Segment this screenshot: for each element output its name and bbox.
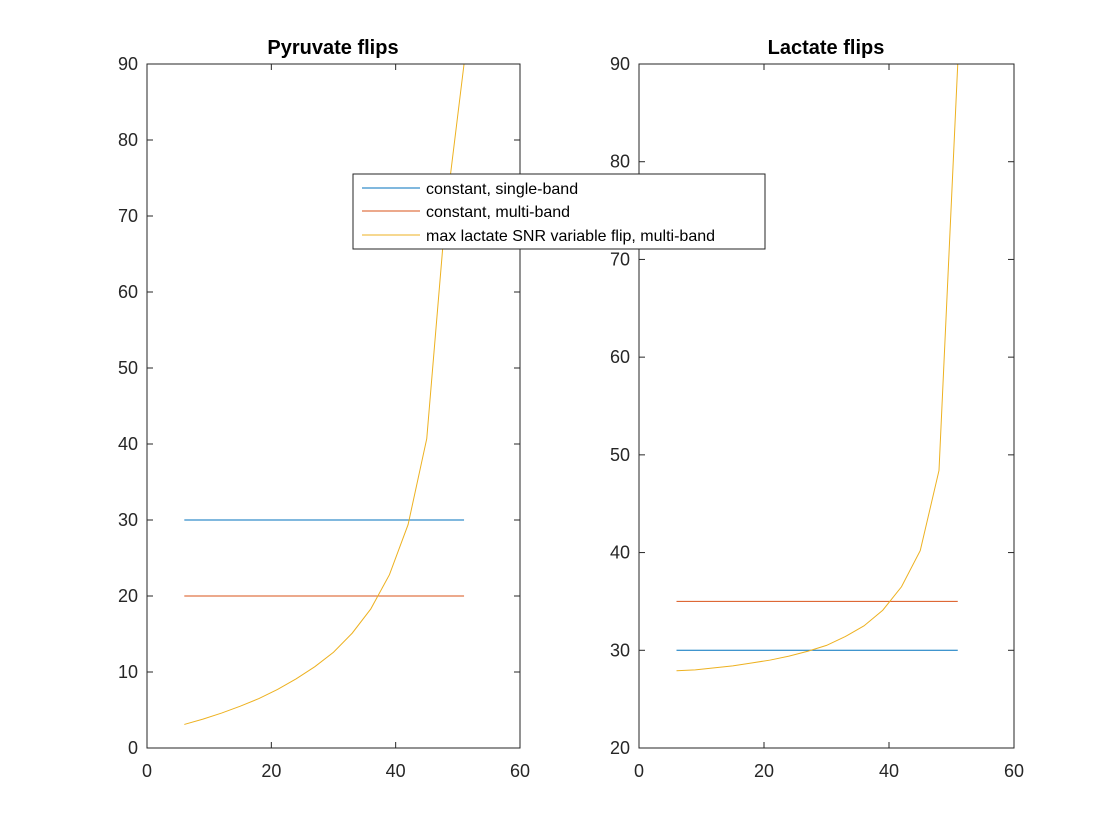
x-tick-label: 20 [261, 761, 281, 781]
x-tick-label: 40 [386, 761, 406, 781]
y-tick-label: 90 [610, 54, 630, 74]
legend-entry: constant, single-band [362, 181, 578, 198]
axes-box [638, 63, 1015, 749]
y-tick-label: 60 [610, 347, 630, 367]
x-tick-label: 60 [510, 761, 530, 781]
ticks-layer: 0 20 40 60 0 10 20 30 40 50 60 70 80 90 [118, 54, 530, 781]
y-tick-label: 10 [118, 662, 138, 682]
y-tick-label: 50 [118, 358, 138, 378]
legend-label: constant, multi-band [426, 204, 570, 221]
y-tick-label: 30 [118, 510, 138, 530]
series-layer [184, 64, 465, 725]
legend-entry: constant, multi-band [362, 204, 570, 221]
axes-pyruvate: Pyruvate flips 0 20 40 60 0 10 20 30 40 50 60 70 80 9… [118, 37, 530, 781]
y-tick-label: 60 [118, 282, 138, 302]
y-tick-label: 30 [610, 640, 630, 660]
legend-label: max lactate SNR variable flip, multi-ban… [426, 228, 715, 245]
legend: constant, single-band constant, multi-ba… [352, 173, 766, 250]
y-tick-label: 80 [610, 152, 630, 172]
axes-box [146, 63, 521, 749]
chart-title: Pyruvate flips [267, 37, 398, 59]
y-tick-label: 20 [118, 586, 138, 606]
y-tick-label: 20 [610, 738, 630, 758]
series-line-3 [184, 64, 465, 725]
series-line-3 [676, 64, 959, 672]
y-tick-label: 70 [118, 206, 138, 226]
y-tick-label: 0 [128, 738, 138, 758]
y-tick-label: 40 [610, 543, 630, 563]
y-tick-label: 90 [118, 54, 138, 74]
x-tick-label: 60 [1004, 761, 1024, 781]
x-tick-label: 40 [879, 761, 899, 781]
legend-entry: max lactate SNR variable flip, multi-ban… [362, 228, 715, 245]
legend-box [352, 173, 766, 250]
legend-label: constant, single-band [426, 181, 578, 198]
y-tick-label: 40 [118, 434, 138, 454]
chart-title: Lactate flips [768, 37, 885, 59]
x-tick-label: 20 [754, 761, 774, 781]
x-tick-label: 0 [142, 761, 152, 781]
series-layer [676, 64, 959, 672]
y-tick-label: 80 [118, 130, 138, 150]
x-tick-label: 0 [634, 761, 644, 781]
y-tick-label: 50 [610, 445, 630, 465]
y-tick-label: 70 [610, 249, 630, 269]
